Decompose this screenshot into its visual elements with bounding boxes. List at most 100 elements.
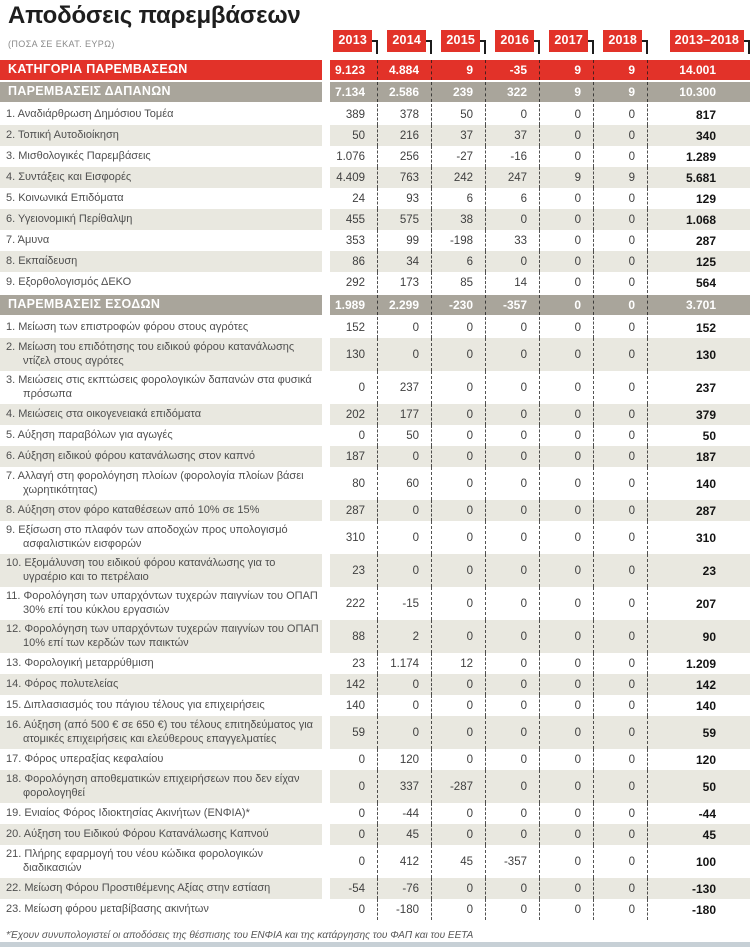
value-cell: 0: [378, 674, 432, 695]
value-cell: 9: [432, 60, 486, 80]
column-bracket-icon: [426, 40, 432, 54]
row-values: 0 237 0 0 0 0 237: [330, 371, 750, 404]
row-values: 0 45 0 0 0 0 45: [330, 824, 750, 845]
value-cell: 0: [540, 146, 594, 167]
value-cell: 0: [432, 446, 486, 467]
value-cell: 37: [486, 125, 540, 146]
total-cell: 50: [648, 770, 750, 803]
value-cell: 0: [486, 104, 540, 125]
value-cell: 0: [594, 295, 648, 315]
column-bracket-icon: [534, 40, 540, 54]
row-label-cell: 12. Φορολόγηση των υπαρχόντων τυχερών πα…: [0, 620, 322, 653]
row-values: 23 1.174 12 0 0 0 1.209: [330, 653, 750, 674]
value-cell: 310: [330, 521, 378, 554]
row-label-cell: 13. Φορολογική μεταρρύθμιση: [0, 653, 322, 674]
value-cell: 0: [432, 425, 486, 446]
value-cell: 0: [432, 716, 486, 749]
row-values: 86 34 6 0 0 0 125: [330, 251, 750, 272]
value-cell: 24: [330, 188, 378, 209]
value-cell: 9: [594, 167, 648, 188]
total-cell: 142: [648, 674, 750, 695]
value-cell: 0: [594, 188, 648, 209]
value-cell: 0: [378, 695, 432, 716]
row-values: 0 -44 0 0 0 0 -44: [330, 803, 750, 824]
total-cell: 340: [648, 125, 750, 146]
value-cell: -27: [432, 146, 486, 167]
row-label: 3. Μισθολογικές Παρεμβάσεις: [6, 149, 151, 162]
value-cell: 12: [432, 653, 486, 674]
row-label: 6. Αύξηση ειδικού φόρου κατανάλωσης στον…: [6, 449, 256, 462]
value-cell: 0: [540, 295, 594, 315]
value-cell: 0: [540, 230, 594, 251]
value-cell: 0: [540, 620, 594, 653]
year-header-cell: 2015: [432, 30, 486, 54]
value-cell: 222: [330, 587, 378, 620]
header: Αποδόσεις παρεμβάσεων (ΠΟΣΑ ΣΕ ΕΚΑΤ. ΕΥΡ…: [0, 0, 750, 58]
row-label: 4. Συντάξεις και Εισφορές: [6, 170, 132, 183]
row-label: 11. Φορολόγηση των υπαρχόντων τυχερών πα…: [6, 589, 318, 616]
value-cell: 0: [540, 209, 594, 230]
value-cell: 9: [594, 82, 648, 102]
table-row: 7. Άμυνα 353 99 -198 33 0 0 287: [0, 230, 750, 251]
value-cell: 0: [432, 803, 486, 824]
row-label: 8. Εκπαίδευση: [6, 254, 78, 267]
value-cell: 14: [486, 272, 540, 293]
table-row: 3. Μειώσεις στις εκπτώσεις φορολογικών δ…: [0, 371, 750, 404]
value-cell: 23: [330, 653, 378, 674]
value-cell: -15: [378, 587, 432, 620]
table-row: 14. Φόρος πολυτελείας 142 0 0 0 0 0 142: [0, 674, 750, 695]
row-label: 1. Μείωση των επιστροφών φόρου στους αγρ…: [6, 320, 249, 333]
value-cell: 0: [540, 716, 594, 749]
table-section-row: ΠΑΡΕΜΒΑΣΕΙΣ ΔΑΠΑΝΩΝ 7.134 2.586 239 322 9 9 10.…: [0, 82, 750, 102]
row-label-cell: 9. Εξίσωση στο πλαφόν των αποδοχών προς …: [0, 521, 322, 554]
row-values: 187 0 0 0 0 0 187: [330, 446, 750, 467]
value-cell: 0: [378, 500, 432, 521]
value-cell: 575: [378, 209, 432, 230]
value-cell: 237: [378, 371, 432, 404]
total-cell: 187: [648, 446, 750, 467]
value-cell: 242: [432, 167, 486, 188]
value-cell: 0: [594, 146, 648, 167]
total-cell: 140: [695, 476, 716, 491]
row-label-cell: 10. Εξομάλυνση του ειδικού φόρου κατανάλ…: [0, 554, 322, 587]
value-cell: 0: [486, 446, 540, 467]
value-cell: 0: [594, 554, 648, 587]
value-cell: 0: [432, 371, 486, 404]
value-cell: 0: [486, 695, 540, 716]
value-cell: -287: [432, 770, 486, 803]
table-row: 19. Ενιαίος Φόρος Ιδιοκτησίας Ακινήτων (…: [0, 803, 750, 824]
value-cell: 247: [486, 167, 540, 188]
value-cell: 353: [330, 230, 378, 251]
value-cell: 2: [378, 620, 432, 653]
column-bracket-icon: [744, 40, 750, 54]
value-cell: 6: [486, 188, 540, 209]
row-values: 50 216 37 37 0 0 340: [330, 125, 750, 146]
value-cell: 9: [594, 60, 648, 80]
row-label: 15. Διπλασιασμός του πάγιου τέλους για ε…: [6, 698, 265, 711]
row-values: 1.076 256 -27 -16 0 0 1.289: [330, 146, 750, 167]
column-bracket-icon: [642, 40, 648, 54]
row-label-cell: ΠΑΡΕΜΒΑΣΕΙΣ ΔΑΠΑΝΩΝ: [0, 82, 322, 102]
total-cell: 59: [648, 716, 750, 749]
table-section-row: ΚΑΤΗΓΟΡΙΑ ΠΑΡΕΜΒΑΣΕΩΝ 9.123 4.884 9 -35 9 9 14.…: [0, 60, 750, 80]
value-cell: 287: [330, 500, 378, 521]
row-label: 7. Αλλαγή στη φορολόγηση πλοίων (φορολογ…: [6, 469, 304, 496]
table-row: 6. Αύξηση ειδικού φόρου κατανάλωσης στον…: [0, 446, 750, 467]
value-cell: 1.174: [378, 653, 432, 674]
row-label: 6. Υγειονομική Περίθαλψη: [6, 212, 133, 225]
value-cell: 88: [330, 620, 378, 653]
value-cell: 0: [486, 338, 540, 371]
row-label-cell: 1. Μείωση των επιστροφών φόρου στους αγρ…: [0, 317, 322, 338]
value-cell: 4.409: [330, 167, 378, 188]
table-row: 4. Μειώσεις στα οικογενειακά επιδόματα 20…: [0, 404, 750, 425]
total-cell: -130: [648, 878, 750, 899]
value-cell: 0: [594, 653, 648, 674]
value-cell: 0: [330, 770, 378, 803]
value-cell: 0: [594, 446, 648, 467]
row-label-cell: 20. Αύξηση του Ειδικού Φόρου Κατανάλωσης…: [0, 824, 322, 845]
row-label-cell: 6. Υγειονομική Περίθαλψη: [0, 209, 322, 230]
row-values: 7.134 2.586 239 322 9 9 10.300: [330, 82, 750, 102]
row-label-cell: 3. Μειώσεις στις εκπτώσεις φορολογικών δ…: [0, 371, 322, 404]
year-header-cell: 2016: [486, 30, 540, 54]
value-cell: 0: [330, 425, 378, 446]
